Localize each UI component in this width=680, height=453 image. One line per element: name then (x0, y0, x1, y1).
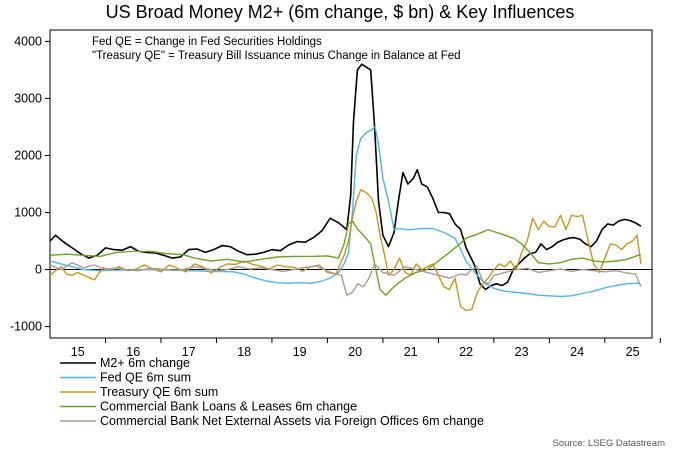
x-tick-label: 17 (182, 345, 196, 359)
x-tick-label: 21 (404, 345, 418, 359)
legend-entry-2: Fed QE 6m sum (100, 371, 191, 385)
x-tick-label: 16 (126, 345, 140, 359)
x-tick-label: 15 (71, 345, 85, 359)
note-treasury-qe: "Treasury QE" = Treasury Bill Issuance m… (92, 50, 461, 62)
x-tick-label: 22 (459, 345, 473, 359)
series-line-1 (49, 63, 642, 291)
x-tick-label: 23 (515, 345, 529, 359)
legend-entry-5: Commercial Bank Net External Assets via … (100, 414, 484, 428)
y-tick-label: 3000 (14, 91, 42, 105)
y-axis: -1000 0 1000 2000 3000 4000 (10, 34, 50, 334)
y-tick-label: 4000 (14, 34, 42, 48)
series-line-3 (49, 189, 642, 312)
x-tick-label: 24 (570, 345, 584, 359)
x-tick-label: 18 (237, 345, 251, 359)
legend-entry-1: M2+ 6m change (100, 356, 190, 370)
series-line-2 (49, 126, 642, 298)
series-line-4 (49, 220, 642, 296)
series-layer (49, 63, 642, 312)
y-tick-label: 0 (35, 263, 42, 277)
chart-title: US Broad Money M2+ (6m change, $ bn) & K… (105, 2, 575, 22)
x-tick-label: 25 (626, 345, 640, 359)
x-tick-label: 20 (348, 345, 362, 359)
source-note: Source: LSEG Datastream (553, 438, 666, 449)
note-fed-qe: Fed QE = Change in Fed Securities Holdin… (92, 36, 322, 48)
y-tick-label: 1000 (14, 206, 42, 220)
series-line-5 (49, 262, 642, 296)
y-tick-label: 2000 (14, 148, 42, 162)
y-tick-label: -1000 (10, 320, 42, 334)
x-tick-label: 19 (293, 345, 307, 359)
chart-notes: Fed QE = Change in Fed Securities Holdin… (92, 36, 461, 62)
x-axis: 15 16 17 18 19 20 21 22 23 24 25 (71, 338, 661, 359)
legend-entry-3: Treasury QE 6m sum (100, 385, 218, 399)
plot-frame (49, 29, 653, 339)
legend-entry-4: Commercial Bank Loans & Leases 6m change (100, 400, 357, 414)
